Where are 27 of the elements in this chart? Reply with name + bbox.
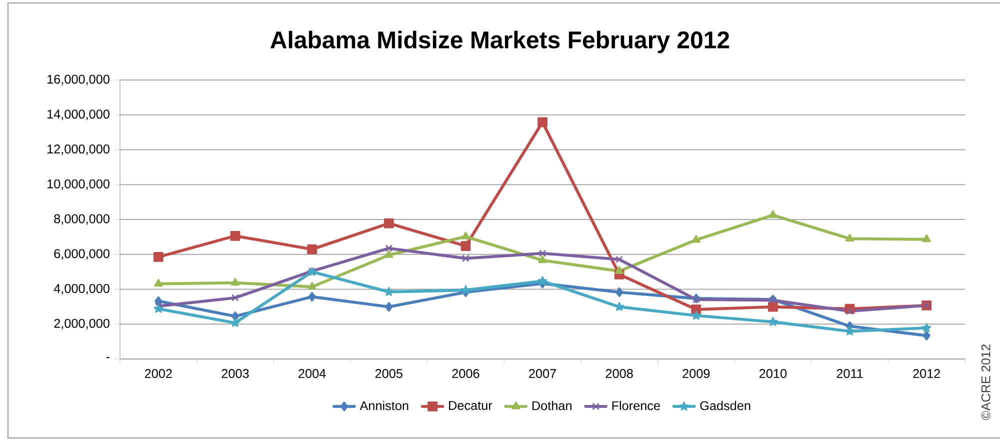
- x-tick-label: 2004: [298, 369, 326, 378]
- legend-label: Decatur: [449, 401, 492, 410]
- y-tick-label: 6,000,000: [54, 249, 110, 260]
- x-tick-label: 2005: [375, 369, 402, 378]
- x-tick-label: 2011: [836, 369, 863, 378]
- x-tick-label: 2006: [452, 369, 480, 378]
- x-tick-label: 2009: [682, 369, 710, 378]
- y-tick-label: 10,000,000: [48, 179, 110, 190]
- x-tick-label: 2010: [759, 369, 787, 378]
- y-tick-label: -: [106, 357, 110, 358]
- legend-label: Florence: [612, 400, 660, 410]
- y-tick-label: 16,000,000: [48, 74, 110, 86]
- x-tick-label: 2007: [529, 369, 556, 378]
- y-tick-label: 4,000,000: [54, 284, 110, 294]
- legend-label: Gadsden: [700, 400, 750, 410]
- y-tick-label: 2,000,000: [54, 318, 110, 330]
- x-tick-label: 2012: [913, 369, 940, 378]
- text: ©ACRE 2012: [981, 344, 990, 420]
- y-tick-label: 12,000,000: [48, 144, 110, 155]
- x-tick-label: 2008: [606, 369, 633, 378]
- legend-label: Dothan: [532, 400, 572, 410]
- chart-title: Alabama Midsize Markets February 2012: [270, 30, 730, 54]
- y-tick-label: 8,000,000: [54, 214, 110, 225]
- x-tick-label: 2002: [144, 369, 172, 378]
- x-tick-label: 2003: [222, 369, 249, 378]
- y-tick-label: 14,000,000: [48, 110, 110, 120]
- legend-label: Anniston: [360, 400, 408, 410]
